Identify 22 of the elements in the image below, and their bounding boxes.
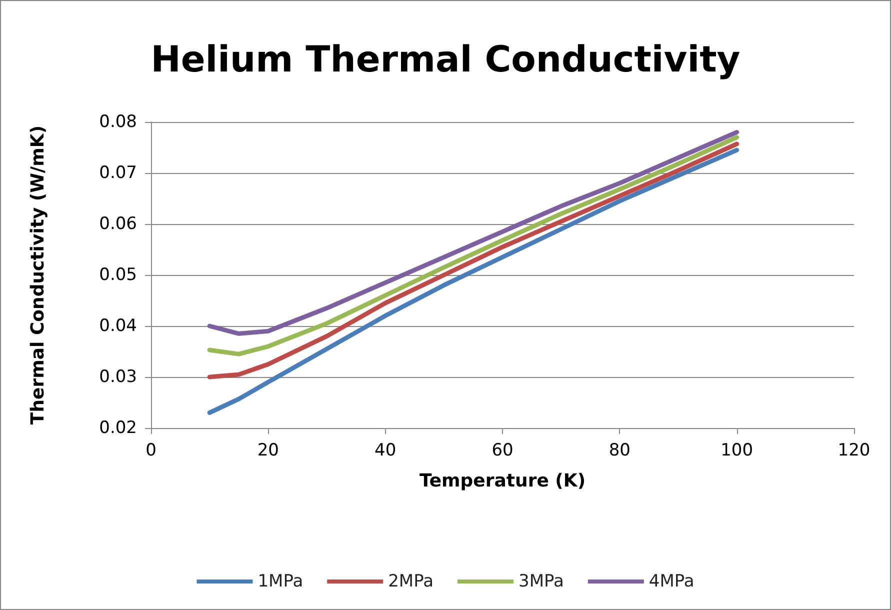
chart-title: Helium Thermal Conductivity	[150, 40, 740, 80]
y-tick-label: 0.05	[99, 265, 137, 285]
legend-label: 1MPa	[258, 572, 304, 592]
line-series	[207, 148, 740, 415]
x-tick-label: 120	[838, 440, 870, 460]
y-tick-label: 0.08	[99, 112, 137, 132]
y-tick-label: 0.06	[99, 214, 137, 234]
x-tick-label: 20	[257, 440, 279, 460]
legend-label: 4MPa	[648, 572, 694, 592]
y-tick-label: 0.04	[99, 316, 137, 336]
x-tick-label: 80	[608, 440, 630, 460]
y-tick-label: 0.07	[99, 163, 137, 183]
y-axis-title: Thermal Conductivity (W/mK)	[28, 125, 48, 425]
x-tick-label: 100	[720, 440, 754, 460]
x-tick-label: 60	[492, 440, 514, 460]
x-tick-label: 0	[146, 440, 156, 460]
y-tick-label: 0.03	[99, 367, 137, 387]
legend-label: 2MPa	[388, 572, 434, 592]
x-tick-label: 40	[374, 440, 396, 460]
legend-label: 3MPa	[518, 572, 564, 592]
x-axis-title: Temperature (K)	[419, 470, 586, 492]
y-tick-label: 0.02	[99, 418, 137, 438]
